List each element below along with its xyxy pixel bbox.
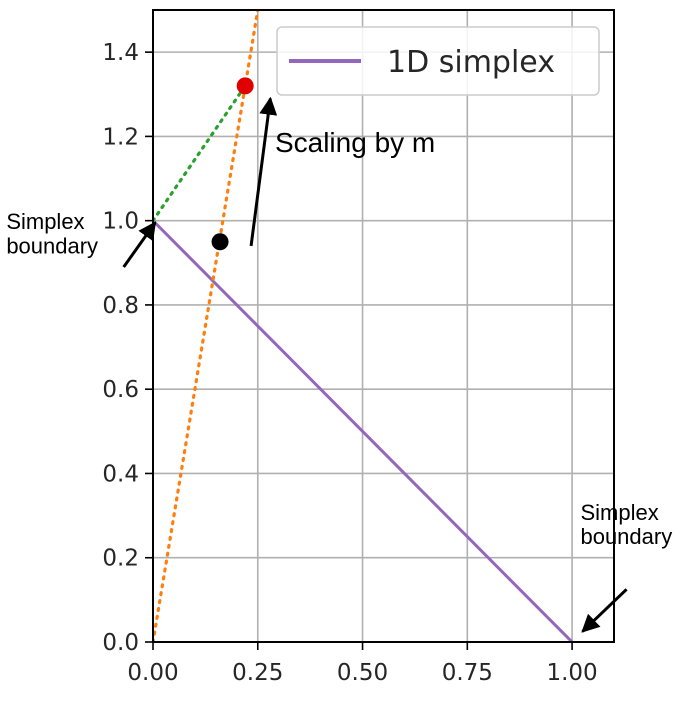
ticks: 0.00 0.25 0.50 0.75 1.00 0.0 0.2 0.4 0.6 0.8 1.0 1.… <box>102 40 597 686</box>
y-tick-label: 1.2 <box>102 124 139 150</box>
y-tick-label: 0.4 <box>102 461 139 487</box>
annotations: Scaling by m Simplex boundary Simplex bounda… <box>6 96 672 633</box>
legend-label: 1D simplex <box>387 45 555 80</box>
x-tick-label: 0.50 <box>337 660 388 686</box>
annotation-arrow <box>581 588 628 633</box>
point-marker-black <box>211 233 229 251</box>
y-tick-label: 0.0 <box>102 630 139 656</box>
grid <box>152 10 614 643</box>
series-line-1d-simplex <box>153 219 574 642</box>
x-tick-label: 0.25 <box>232 660 283 686</box>
y-tick-label: 1.0 <box>102 209 139 235</box>
legend: 1D simplex <box>276 26 600 96</box>
annotation-arrow <box>249 96 278 247</box>
point-marker-red <box>236 77 254 95</box>
legend-box <box>276 26 600 96</box>
annotation-simplex-boundary-label: Simplex boundary <box>6 209 98 258</box>
x-tick-label: 0.75 <box>442 660 493 686</box>
y-tick-label: 0.8 <box>102 293 139 319</box>
axes-frame <box>152 9 615 643</box>
annotation-scaling-label: Scaling by m <box>275 127 435 158</box>
annotation-arrow <box>122 221 157 268</box>
annotation-simplex-boundary-label: Simplex boundary <box>580 500 672 549</box>
series-line-orange-dotted <box>153 10 260 642</box>
x-tick-label: 1.00 <box>546 660 597 686</box>
y-tick-label: 1.4 <box>102 40 139 66</box>
y-tick-label: 0.6 <box>102 377 139 403</box>
plot-area <box>153 10 574 642</box>
x-tick-label: 0.00 <box>127 660 178 686</box>
y-tick-label: 0.2 <box>102 546 139 572</box>
series-line-green-dotted <box>153 84 247 223</box>
